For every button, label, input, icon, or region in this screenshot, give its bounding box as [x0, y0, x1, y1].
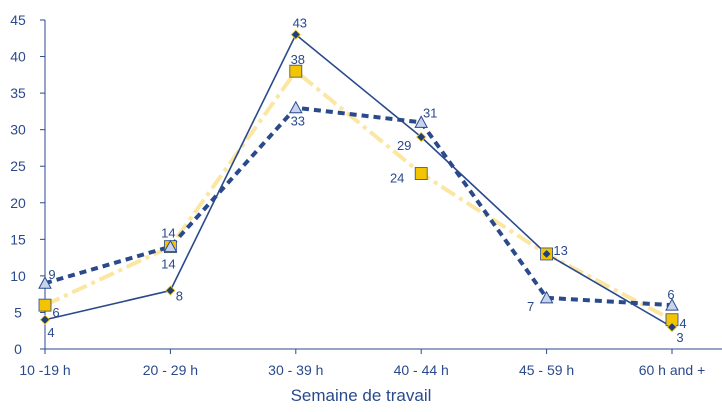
- y-tick-label: 25: [10, 158, 26, 174]
- triangle-marker: [539, 290, 554, 304]
- diamond-marker: [165, 285, 176, 296]
- y-tick-label: 20: [10, 195, 26, 211]
- triangle-marker: [163, 239, 178, 253]
- y-tick-label: 15: [10, 231, 26, 247]
- diamond-marker: [290, 29, 301, 40]
- x-tick-label: 20 - 29 h: [143, 362, 198, 378]
- x-tick-label: 45 - 59 h: [519, 362, 574, 378]
- data-label: 7: [527, 299, 534, 314]
- triangle-marker: [414, 115, 429, 128]
- y-tick-label: 35: [10, 85, 26, 101]
- x-tick-label: 10 -19 h: [19, 362, 70, 378]
- y-tick-label: 10: [10, 268, 26, 284]
- data-label: 8: [176, 289, 183, 304]
- triangle-marker: [38, 276, 52, 289]
- triangle-marker: [665, 298, 679, 311]
- chart-data-labels: 4 8 43 29 13 3 6 14 38 24 4 9 14 33 31 7 6: [47, 16, 686, 345]
- data-label: 43: [293, 16, 307, 31]
- y-tick-label: 30: [10, 122, 26, 138]
- data-label: 6: [52, 305, 59, 320]
- diamond-marker: [39, 314, 51, 325]
- chart-axes: 0 5 10 15 20 25 30 35 40 45 10 -19 h 20 - 29 h 30 - …: [10, 12, 722, 378]
- diamond-marker: [541, 248, 552, 260]
- chart-series: [38, 29, 679, 333]
- data-label: 24: [390, 171, 404, 186]
- diamond-marker: [666, 322, 678, 333]
- x-tick-label: 60 h and +: [639, 362, 706, 378]
- diamond-marker: [416, 131, 427, 143]
- series-line-dotted: [44, 105, 673, 308]
- data-label: 38: [291, 52, 305, 67]
- y-tick-label: 0: [14, 341, 22, 357]
- square-marker: [38, 298, 52, 312]
- data-label: 14: [161, 257, 175, 272]
- y-tick-label: 5: [14, 304, 22, 320]
- data-label: 4: [679, 316, 686, 331]
- triangle-marker: [288, 100, 303, 114]
- data-label: 9: [48, 267, 55, 282]
- data-label: 31: [423, 105, 437, 120]
- x-tick-label: 40 - 44 h: [394, 362, 449, 378]
- y-tick-label: 45: [10, 12, 26, 28]
- y-tick-label: 40: [10, 49, 26, 65]
- data-label: 13: [553, 243, 567, 258]
- x-axis-title: Semaine de travail: [290, 386, 432, 405]
- data-label: 6: [667, 287, 674, 302]
- square-marker: [414, 167, 428, 180]
- series-line-solid: [44, 33, 673, 328]
- data-label: 14: [161, 226, 175, 241]
- x-tick-label: 30 - 39 h: [268, 362, 323, 378]
- square-marker: [289, 64, 303, 78]
- series-line-dashed: [44, 68, 673, 322]
- data-label: 29: [397, 138, 411, 153]
- data-label: 3: [676, 330, 683, 345]
- data-label: 4: [47, 325, 54, 340]
- data-label: 33: [291, 114, 305, 129]
